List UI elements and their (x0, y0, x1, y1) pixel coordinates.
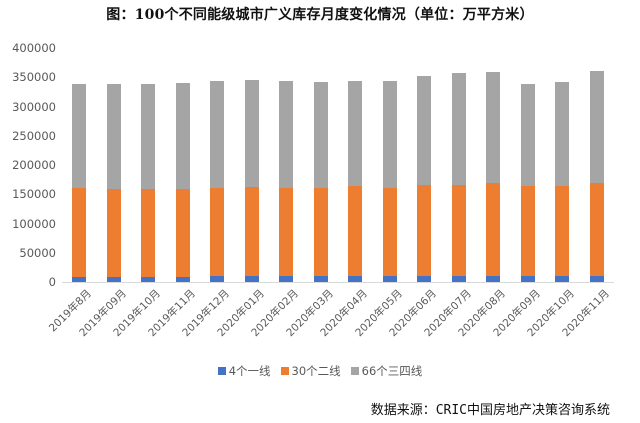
bar-segment-tier1 (279, 276, 294, 282)
bar-segment-tier1 (313, 276, 328, 282)
y-tick-label: 150000 (12, 187, 56, 202)
bar-segment-tier34 (279, 81, 294, 188)
bar-segment-tier34 (141, 83, 156, 189)
y-tick-label: 0 (48, 275, 56, 289)
bar-segment-tier2 (417, 185, 432, 277)
plot-area (62, 48, 614, 282)
bar-segment-tier1 (244, 276, 259, 282)
bar-segment-tier34 (175, 82, 190, 189)
bar-segment-tier1 (451, 276, 466, 282)
bar-segment-tier34 (520, 84, 535, 187)
legend-swatch-icon (217, 367, 226, 375)
bar-segment-tier1 (555, 276, 570, 282)
stacked-bar (382, 80, 397, 282)
bar-segment-tier2 (279, 187, 294, 277)
stacked-bar (72, 84, 87, 282)
legend-item: 66个三四线 (350, 363, 423, 379)
bar-segment-tier2 (72, 188, 87, 278)
legend-label: 4个一线 (228, 364, 271, 378)
bar-segment-tier2 (348, 186, 363, 277)
bar-segment-tier34 (451, 73, 466, 185)
bar-segment-tier34 (106, 83, 121, 189)
bar-segment-tier34 (555, 82, 570, 187)
bar-segment-tier1 (210, 276, 225, 282)
bar-segment-tier1 (486, 276, 501, 282)
bar-segment-tier1 (589, 276, 604, 282)
bar-segment-tier1 (382, 276, 397, 282)
legend-label: 30个二线 (291, 364, 341, 378)
bar-segment-tier34 (589, 70, 604, 184)
stacked-bar (451, 73, 466, 282)
stacked-bar (313, 81, 328, 282)
bar-segment-tier2 (589, 183, 604, 277)
y-tick-label: 300000 (12, 99, 56, 114)
bar-segment-tier2 (175, 189, 190, 278)
bar-segment-tier1 (72, 277, 87, 282)
stacked-bar (555, 82, 570, 282)
data-source-note: 数据来源：CRIC中国房地产决策咨询系统 (370, 403, 610, 418)
x-axis-line (62, 282, 614, 283)
bar-segment-tier2 (520, 186, 535, 277)
bar-segment-tier2 (486, 183, 501, 277)
bar-segment-tier1 (106, 277, 121, 282)
stacked-bar (106, 83, 121, 282)
bar-segment-tier2 (451, 184, 466, 277)
bar-segment-tier34 (210, 81, 225, 188)
stacked-bar (486, 72, 501, 282)
stacked-bar (279, 81, 294, 282)
bar-segment-tier2 (313, 187, 328, 277)
bar-segment-tier34 (382, 80, 397, 188)
x-axis-labels: 2019年8月 2019年09月 2019年10月 2019年11月 2019年12月 2… (47, 286, 614, 356)
bar-segment-tier34 (486, 72, 501, 184)
stacked-bar (348, 80, 363, 282)
chart-title: 图：100个不同能级城市广义库存月度变化情况（单位：万平方米） (106, 7, 534, 23)
y-tick-label: 350000 (12, 70, 56, 85)
bar-segment-tier34 (72, 84, 87, 189)
stacked-bar (417, 76, 432, 282)
legend-item: 30个二线 (280, 363, 341, 379)
stacked-bar (244, 79, 259, 282)
bar-segment-tier2 (382, 187, 397, 277)
stacked-bar (141, 83, 156, 282)
legend: 4个一线 30个二线 66个三四线 (0, 363, 640, 379)
stacked-bar (210, 81, 225, 282)
stacked-bar (520, 84, 535, 282)
y-axis: 0 50000 100000 150000 200000 250000 300000 3500… (0, 0, 56, 300)
bar-segment-tier1 (175, 277, 190, 282)
bar-segment-tier2 (141, 189, 156, 278)
bar-segment-tier1 (348, 276, 363, 282)
y-tick-label: 50000 (19, 245, 56, 260)
legend-label: 66个三四线 (361, 364, 423, 378)
bar-segment-tier1 (141, 277, 156, 282)
y-tick-label: 100000 (12, 216, 56, 231)
bar-segment-tier34 (313, 81, 328, 188)
legend-item: 4个一线 (217, 363, 271, 379)
bar-segment-tier34 (417, 76, 432, 186)
bar-segment-tier1 (520, 276, 535, 282)
stacked-bar (175, 82, 190, 282)
bar-segment-tier34 (348, 80, 363, 187)
stacked-bar (589, 70, 604, 282)
legend-swatch-icon (350, 367, 359, 375)
bar-segment-tier34 (244, 79, 259, 187)
legend-swatch-icon (280, 367, 289, 375)
bar-segment-tier2 (244, 186, 259, 277)
bar-segment-tier2 (555, 186, 570, 277)
bar-segment-tier2 (106, 189, 121, 278)
bar-segment-tier1 (417, 276, 432, 282)
y-tick-label: 400000 (12, 41, 56, 55)
y-tick-label: 200000 (12, 158, 56, 172)
y-tick-label: 250000 (12, 128, 56, 143)
bar-segment-tier2 (210, 187, 225, 277)
